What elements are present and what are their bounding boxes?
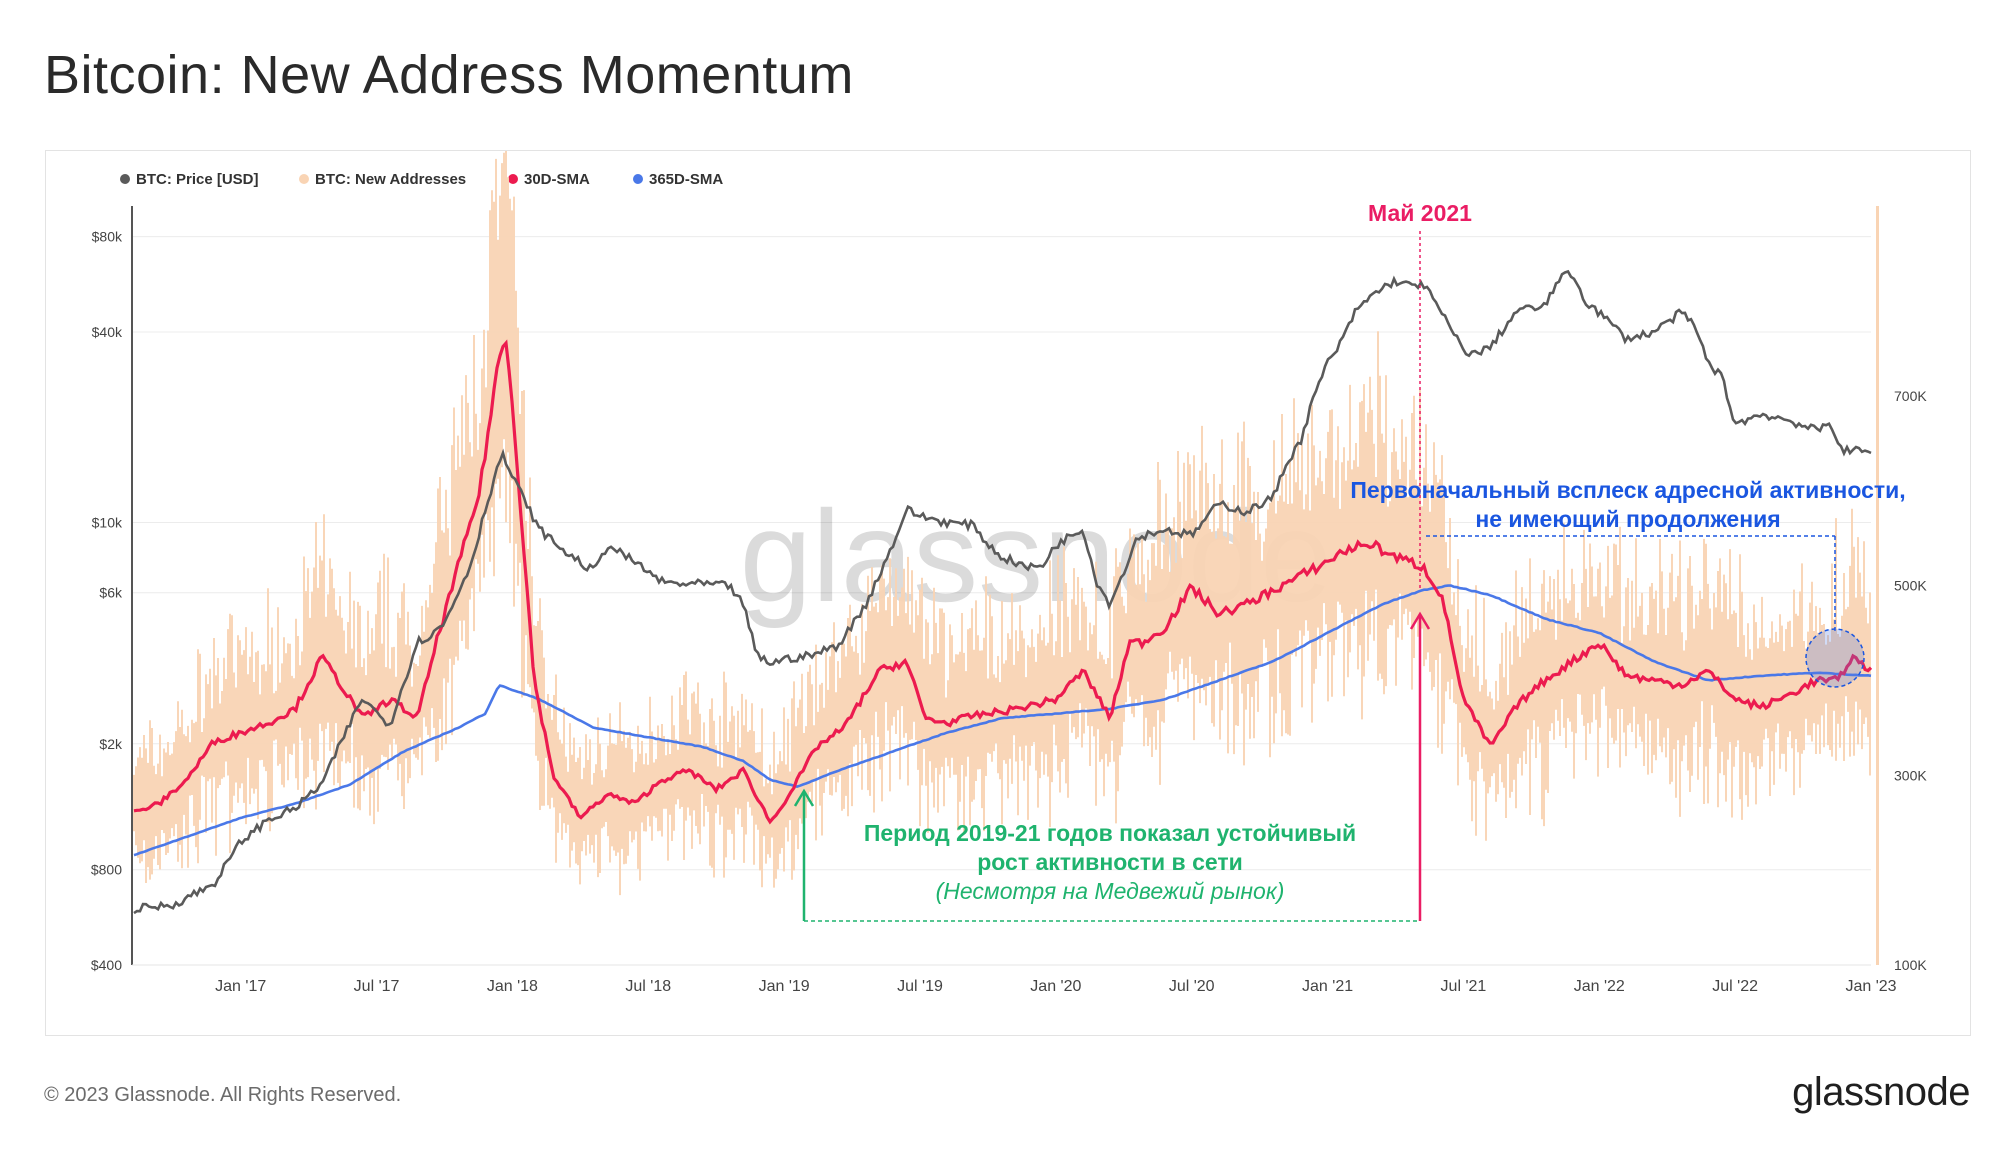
spike-highlight-circle [1805,628,1865,688]
y-axis-right-labels: 100K 300K 500K 700K [1894,388,1927,973]
chart-panel: BTC: Price [USD] BTC: New Addresses 30D-… [45,114,1971,1036]
page-title: Bitcoin: New Address Momentum [44,45,854,105]
y-left-tick-label: $400 [91,957,122,973]
spike-text-line2: не имеющий продолжения [1475,506,1780,532]
copyright: © 2023 Glassnode. All Rights Reserved. [44,1084,402,1106]
legend-sma30-dot [508,174,518,184]
y-left-tick-label: $10k [92,515,123,531]
annotation-initial-spike: Первоначальный всплеск адресной активнос… [1350,477,1906,688]
x-tick-label: Jul '19 [897,978,943,995]
x-tick-label: Jan '23 [1845,978,1896,995]
legend-item-new-addresses[interactable]: BTC: New Addresses [299,171,466,188]
y-left-tick-label: $6k [99,585,123,601]
price-line [133,269,1872,915]
legend-item-price[interactable]: BTC: Price [USD] [120,171,259,188]
legend-sma365-label: 365D-SMA [649,171,723,188]
x-tick-label: Jan '17 [215,978,266,995]
y-left-tick-label: $80k [92,229,123,245]
spike-text-line1: Первоначальный всплеск адресной активнос… [1350,477,1905,503]
x-axis-labels: Jan '17 Jul '17 Jan '18 Jul '18 Jan '19 Jul '… [215,978,1897,995]
x-tick-label: Jan '19 [759,978,810,995]
brand-logo[interactable]: glassnode [1792,1070,1970,1114]
y-right-tick-label: 700K [1894,388,1927,404]
right-axis-bar [1876,206,1879,965]
legend-item-sma365[interactable]: 365D-SMA [633,171,723,188]
y-left-tick-label: $40k [92,324,123,340]
y-left-tick-label: $800 [91,862,122,878]
x-tick-label: Jul '17 [354,978,400,995]
x-tick-label: Jan '22 [1574,978,1625,995]
sma30-line [133,339,1873,825]
y-axis-left-labels: $400 $800 $2k $6k $10k $40k $80k [91,229,123,973]
x-tick-label: Jul '21 [1441,978,1487,995]
period-arrowhead [793,788,815,807]
period-text-note: (Несмотря на Медвежий рынок) [936,878,1285,904]
legend-item-sma30[interactable]: 30D-SMA [508,171,590,188]
x-tick-label: Jul '18 [625,978,671,995]
legend-price-dot [120,174,130,184]
x-tick-label: Jan '20 [1030,978,1081,995]
x-tick-label: Jan '18 [487,978,538,995]
x-tick-label: Jul '22 [1712,978,1758,995]
y-right-tick-label: 300K [1894,767,1927,783]
sma365-line [133,584,1872,857]
chart-canvas: BTC: Price [USD] BTC: New Addresses 30D-… [91,114,1927,995]
y-right-tick-label: 500K [1894,578,1927,594]
legend-new-addresses-label: BTC: New Addresses [315,171,466,188]
legend-new-addresses-dot [299,174,309,184]
legend-sma30-label: 30D-SMA [524,171,590,188]
legend-price-label: BTC: Price [USD] [136,171,259,188]
y-right-tick-label: 100K [1894,957,1927,973]
x-tick-label: Jan '21 [1302,978,1353,995]
x-tick-label: Jul '20 [1169,978,1215,995]
may-2021-label: Май 2021 [1368,200,1472,226]
annotation-2019-21-period: Период 2019-21 годов показал устойчивый … [793,788,1420,922]
y-left-tick-label: $2k [99,736,123,752]
annotation-may-2021: Май 2021 [1368,200,1472,921]
may-2021-arrowhead [1409,611,1431,630]
period-text-line1: Период 2019-21 годов показал устойчивый [864,820,1356,846]
period-text-line2: рост активности в сети [977,849,1243,875]
legend: BTC: Price [USD] BTC: New Addresses 30D-… [120,171,723,188]
legend-sma365-dot [633,174,643,184]
